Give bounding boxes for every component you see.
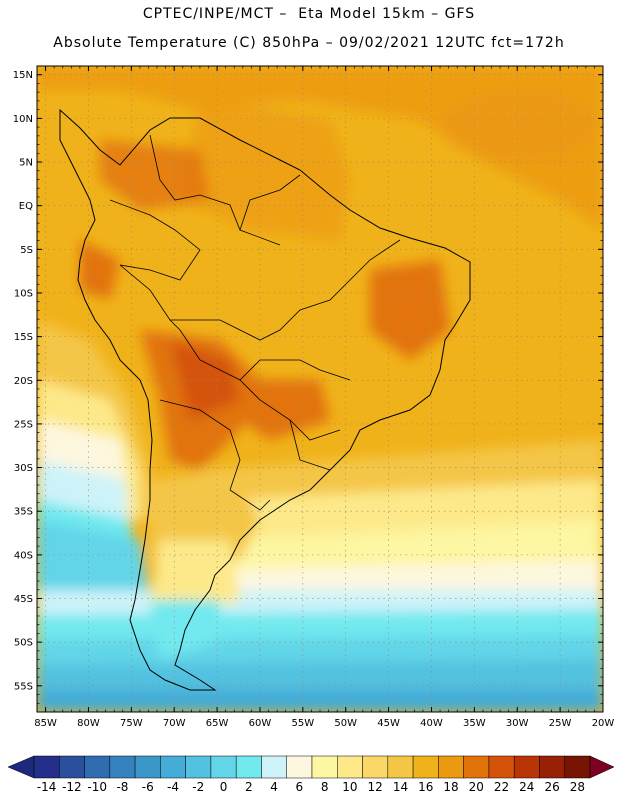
colorbar-swatch (185, 755, 212, 779)
longitude-axis: 85W 80W 75W 70W 65W 60W 55W 50W 45W 40W 35W 30W 25W 2… (34, 718, 614, 729)
lat-label: 35S (14, 507, 33, 518)
colorbar-swatch (387, 755, 414, 779)
colorbar-label: -10 (87, 780, 107, 794)
colorbar-swatch (286, 755, 313, 779)
lat-label: 25S (14, 419, 33, 430)
temperature-field (37, 66, 603, 712)
lat-label: 10S (14, 288, 33, 299)
colorbar-label: 6 (296, 780, 304, 794)
colorbar-swatch (84, 755, 111, 779)
lat-label: 5S (20, 245, 33, 256)
lat-label: 50S (14, 638, 33, 649)
colorbar-label: -2 (192, 780, 204, 794)
colorbar-swatch (337, 755, 363, 779)
lon-label: 85W (34, 718, 57, 729)
colorbar-swatch (59, 755, 85, 779)
grid-lines (37, 66, 603, 712)
lon-label: 40W (420, 718, 443, 729)
colorbar-swatch (564, 755, 591, 779)
colorbar-label: 28 (570, 780, 585, 794)
lat-label: EQ (19, 201, 33, 212)
axis-ticks (36, 65, 604, 713)
colorbar-label: 18 (443, 780, 458, 794)
latitude-axis: 15N 10N 5N EQ 5S 10S 15S 20S 25S 30S 35S 40S 45S 50S 5… (13, 70, 33, 692)
lon-label: 20W (592, 718, 615, 729)
lon-label: 80W (77, 718, 100, 729)
colorbar-label: 16 (418, 780, 433, 794)
lat-label: 15S (14, 332, 33, 343)
colorbar-label: -4 (167, 780, 179, 794)
colorbar-swatch (210, 755, 237, 779)
colorbar-label: 26 (544, 780, 559, 794)
colorbar-label: -12 (62, 780, 82, 794)
colorbar-swatch (438, 755, 464, 779)
chart-title-line2: Absolute Temperature (C) 850hPa – 09/02/… (53, 35, 565, 51)
lat-label: 15N (13, 70, 33, 81)
colorbar-label: 0 (220, 780, 228, 794)
colorbar-label: -6 (142, 780, 154, 794)
colorbar-swatch (235, 755, 262, 779)
lon-label: 75W (120, 718, 143, 729)
colorbar-label: 12 (368, 780, 383, 794)
lon-label: 35W (463, 718, 486, 729)
colorbar: -14 -12 -10 -8 -6 -4 -2 0 2 4 6 8 10 12 14 16 18 20 22 24 26… (7, 755, 615, 794)
lon-label: 70W (163, 718, 186, 729)
colorbar-swatch (33, 755, 60, 779)
colorbar-swatch (362, 755, 389, 779)
lat-label: 40S (14, 550, 33, 561)
colorbar-swatch (109, 755, 136, 779)
colorbar-swatch (539, 755, 565, 779)
lon-label: 60W (249, 718, 272, 729)
colorbar-label: 10 (342, 780, 357, 794)
colorbar-label: -8 (116, 780, 128, 794)
coastline (59, 108, 471, 691)
colorbar-swatch (160, 755, 186, 779)
lat-label: 20S (14, 376, 33, 387)
colorbar-swatch (463, 755, 490, 779)
chart-title-line1: CPTEC/INPE/MCT – Eta Model 15km – GFS (142, 6, 476, 22)
colorbar-swatch (261, 755, 287, 779)
colorbar-under-arrow (7, 755, 35, 779)
lon-label: 55W (292, 718, 315, 729)
colorbar-label: 2 (245, 780, 253, 794)
lon-label: 50W (334, 718, 357, 729)
colorbar-swatch (412, 755, 439, 779)
colorbar-over-arrow (589, 755, 615, 779)
colorbar-label: 14 (393, 780, 408, 794)
lon-label: 45W (377, 718, 400, 729)
colorbar-label: 8 (321, 780, 329, 794)
colorbar-swatch (513, 755, 540, 779)
lon-label: 30W (506, 718, 529, 729)
lat-label: 55S (14, 681, 33, 692)
colorbar-label: 20 (469, 780, 484, 794)
lon-label: 25W (549, 718, 572, 729)
colorbar-label: -14 (37, 780, 57, 794)
lat-label: 5N (19, 158, 33, 169)
lon-label: 65W (206, 718, 229, 729)
colorbar-swatch (311, 755, 338, 779)
lat-label: 45S (14, 594, 33, 605)
lat-label: 10N (13, 114, 33, 125)
lat-label: 30S (14, 463, 33, 474)
colorbar-swatch (134, 755, 161, 779)
colorbar-swatch (488, 755, 515, 779)
country-borders (109, 134, 401, 511)
colorbar-label: 22 (494, 780, 509, 794)
colorbar-label: 24 (519, 780, 534, 794)
colorbar-label: 4 (270, 780, 278, 794)
